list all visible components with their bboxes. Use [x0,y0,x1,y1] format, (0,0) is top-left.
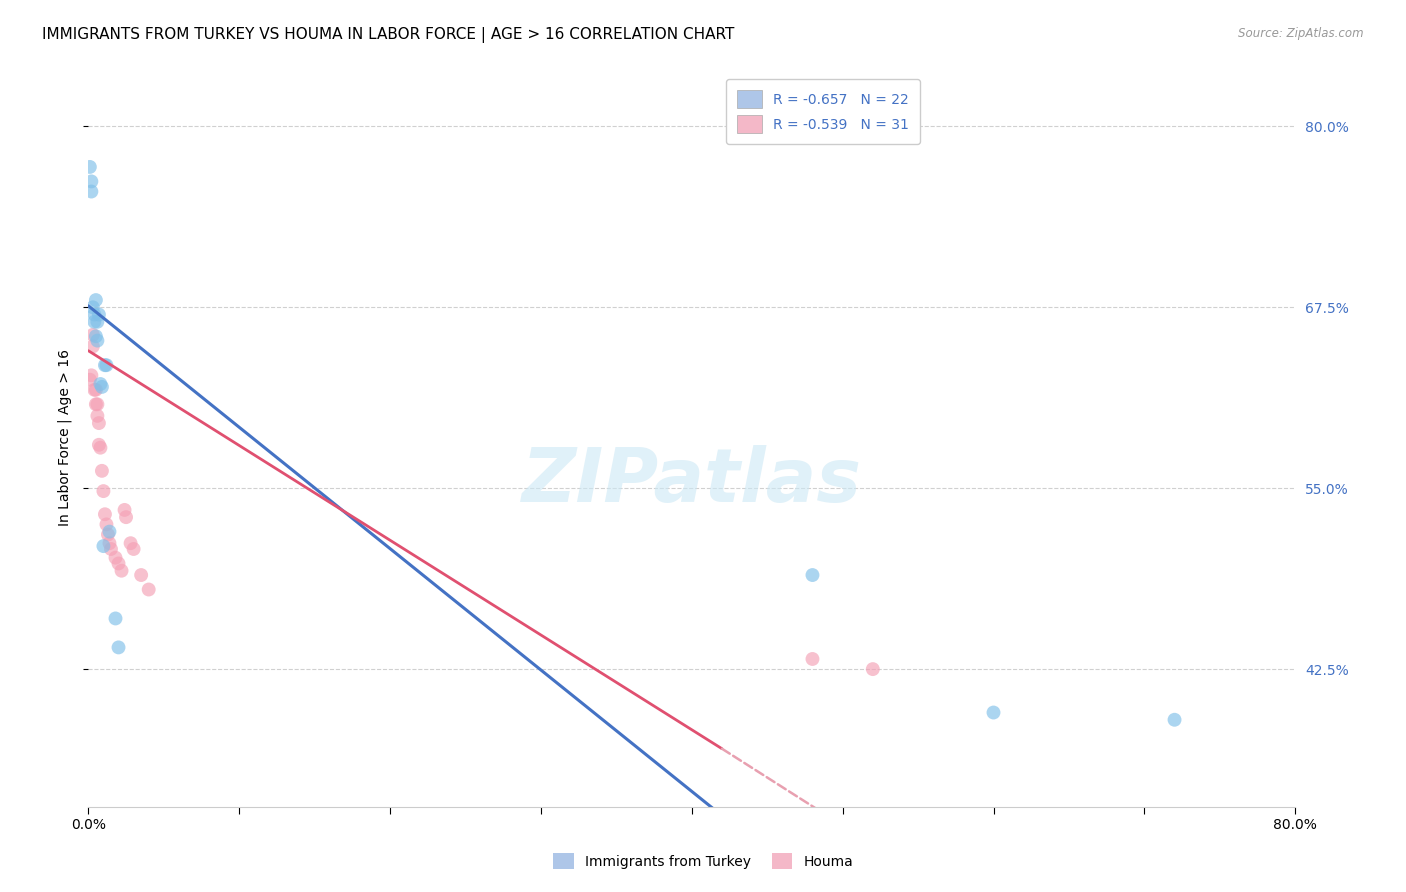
Point [86,397,108,411]
Point [801,568,824,582]
Point [100,541,122,556]
Point [83,383,105,397]
Point [110,564,132,578]
Point [80,185,103,199]
Legend: R = -0.657   N = 22, R = -0.539   N = 31: R = -0.657 N = 22, R = -0.539 N = 31 [725,79,920,144]
Point [87,308,110,322]
Point [96,358,118,372]
Point [104,550,127,565]
Point [98,524,121,539]
Text: Source: ZipAtlas.com: Source: ZipAtlas.com [1239,27,1364,40]
Point [120,536,142,550]
Point [1163,713,1185,727]
Point [107,557,129,571]
Point [93,484,115,499]
Point [94,508,117,522]
Point [83,315,105,329]
Point [94,358,117,372]
Point [79,160,101,174]
Point [80,174,103,188]
Point [84,397,107,411]
Point [97,527,120,541]
Point [90,380,112,394]
Point [107,640,129,655]
Legend: Immigrants from Turkey, Houma: Immigrants from Turkey, Houma [546,847,860,876]
Point [82,327,104,342]
Point [84,383,107,397]
Point [89,377,111,392]
Point [84,293,107,307]
Point [114,503,136,517]
Point [89,441,111,455]
Point [86,315,108,329]
Point [801,652,824,666]
Point [86,409,108,423]
Point [115,510,138,524]
Point [83,308,105,322]
Point [98,536,121,550]
Point [87,416,110,430]
Point [90,464,112,478]
Point [862,662,884,676]
Y-axis label: In Labor Force | Age > 16: In Labor Force | Age > 16 [58,349,72,526]
Point [93,539,115,553]
Point [96,517,118,532]
Point [84,329,107,343]
Point [129,568,152,582]
Point [79,373,101,387]
Point [86,334,108,348]
Point [87,438,110,452]
Point [82,301,104,315]
Point [122,541,145,556]
Point [138,582,160,597]
Point [983,706,1005,720]
Point [82,339,104,353]
Point [80,368,103,383]
Text: IMMIGRANTS FROM TURKEY VS HOUMA IN LABOR FORCE | AGE > 16 CORRELATION CHART: IMMIGRANTS FROM TURKEY VS HOUMA IN LABOR… [42,27,734,43]
Text: ZIPatlas: ZIPatlas [522,445,862,518]
Point [104,611,127,625]
